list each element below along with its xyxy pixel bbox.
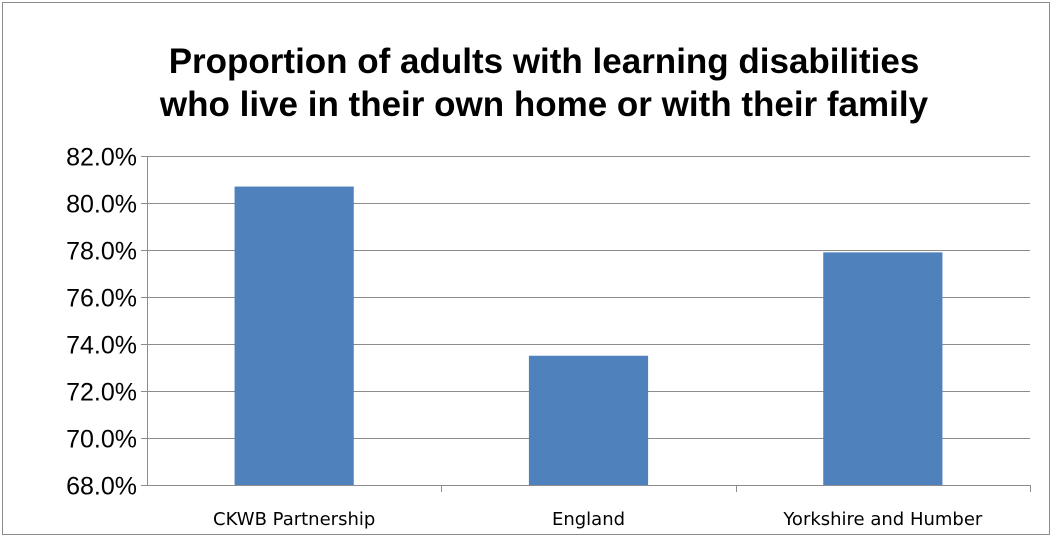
y-tick-label: 80.0%: [66, 191, 137, 219]
y-tick-labels: 68.0% 70.0% 72.0% 74.0% 76.0% 78.0% 80.0% 82.0%: [66, 144, 137, 501]
y-tick-label: 68.0%: [66, 473, 137, 501]
y-tick-label: 82.0%: [66, 144, 137, 172]
x-tick-label: England: [552, 509, 625, 530]
y-tick-label: 78.0%: [66, 238, 137, 266]
bar: [528, 355, 649, 485]
y-tick-label: 72.0%: [66, 379, 137, 407]
y-tick-label: 76.0%: [66, 285, 137, 313]
y-tick-label: 70.0%: [66, 426, 137, 454]
chart-title: Proportion of adults with learning disab…: [0, 40, 1056, 126]
x-tick-labels: CKWB Partnership England Yorkshire and Hum…: [213, 509, 983, 530]
x-tick-label: Yorkshire and Humber: [782, 509, 983, 530]
chart-title-line-2: who live in their own home or with their…: [159, 85, 929, 124]
y-tick-label: 74.0%: [66, 332, 137, 360]
x-tick-label: CKWB Partnership: [213, 509, 375, 530]
chart-title-line-1: Proportion of adults with learning disab…: [168, 42, 920, 81]
bar: [823, 252, 943, 485]
axes: [141, 156, 1031, 492]
bar: [234, 186, 354, 486]
bars: [234, 186, 943, 486]
